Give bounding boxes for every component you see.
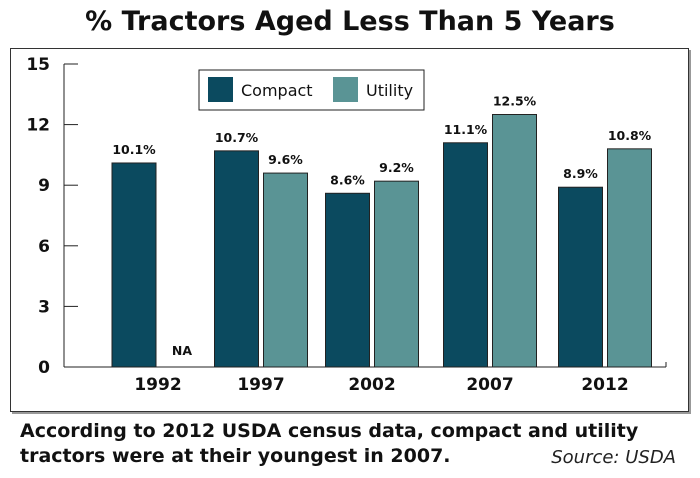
data-label: 10.7% bbox=[215, 130, 259, 145]
legend-label-utility: Utility bbox=[366, 81, 413, 100]
bar-compact-2002 bbox=[325, 192, 370, 368]
chart-frame bbox=[10, 48, 689, 412]
data-label: 9.2% bbox=[379, 160, 414, 175]
chart-title: % Tractors Aged Less Than 5 Years bbox=[85, 6, 615, 37]
bar-utility-2007 bbox=[492, 114, 537, 368]
y-tick-label: 9 bbox=[38, 176, 50, 196]
legend-label-compact: Compact bbox=[241, 81, 313, 100]
x-tick-label: 1992 bbox=[134, 375, 181, 395]
bar-compact-1992 bbox=[111, 162, 157, 368]
y-tick-label: 0 bbox=[38, 358, 50, 378]
source-note: Source: USDA bbox=[551, 447, 676, 468]
data-label: 12.5% bbox=[493, 94, 537, 109]
bar-compact-2012 bbox=[558, 186, 603, 368]
caption-line-2: tractors were at their youngest in 2007. bbox=[20, 445, 451, 467]
caption-line-1: According to 2012 USDA census data, comp… bbox=[20, 420, 639, 442]
legend-box bbox=[198, 69, 425, 111]
y-tick-label: 3 bbox=[38, 297, 50, 317]
bar-compact-1997 bbox=[214, 150, 259, 368]
data-label: 8.9% bbox=[563, 166, 598, 181]
data-label: 10.8% bbox=[608, 128, 652, 143]
y-tick-label: 12 bbox=[26, 116, 50, 136]
bar-compact-2007 bbox=[443, 142, 488, 368]
data-label: 8.6% bbox=[330, 172, 365, 187]
legend-swatch-utility bbox=[333, 77, 358, 102]
data-label: 11.1% bbox=[444, 122, 488, 137]
x-tick-label: 2002 bbox=[348, 375, 395, 395]
bar-utility-1997 bbox=[263, 172, 308, 368]
data-label-na: NA bbox=[172, 343, 192, 358]
data-label: 10.1% bbox=[112, 142, 156, 157]
y-tick-label: 6 bbox=[38, 237, 50, 257]
legend-swatch-compact bbox=[208, 77, 233, 102]
x-tick-label: 2007 bbox=[466, 375, 513, 395]
x-tick-label: 2012 bbox=[581, 375, 628, 395]
data-label: 9.6% bbox=[268, 152, 303, 167]
x-tick-label: 1997 bbox=[237, 375, 284, 395]
y-tick-label: 15 bbox=[26, 55, 50, 75]
bar-utility-2012 bbox=[607, 148, 652, 368]
bar-utility-2002 bbox=[374, 180, 419, 368]
